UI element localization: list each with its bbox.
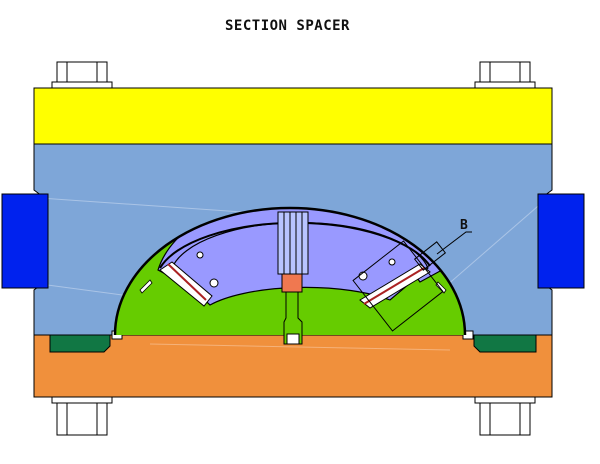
screw-holes bbox=[196, 251, 396, 288]
side-block-right bbox=[537, 193, 585, 289]
bolt-bottom-right bbox=[474, 396, 536, 436]
top-plate bbox=[33, 87, 553, 145]
bolt-bottom-left bbox=[51, 396, 113, 436]
seal-right bbox=[473, 334, 537, 353]
side-block-left bbox=[1, 193, 49, 289]
center-strips bbox=[277, 211, 309, 275]
bolt-top-left bbox=[51, 61, 113, 89]
callout-label-b: B bbox=[460, 218, 468, 233]
lower-block bbox=[33, 334, 553, 398]
arch-outline bbox=[113, 206, 467, 336]
seal-left bbox=[49, 334, 111, 353]
diagram-title: SECTION SPACER bbox=[224, 18, 350, 34]
center-pin bbox=[281, 273, 303, 293]
center-slot bbox=[283, 291, 303, 345]
bolt-top-right bbox=[474, 61, 536, 89]
detail-b-frame bbox=[352, 231, 472, 332]
